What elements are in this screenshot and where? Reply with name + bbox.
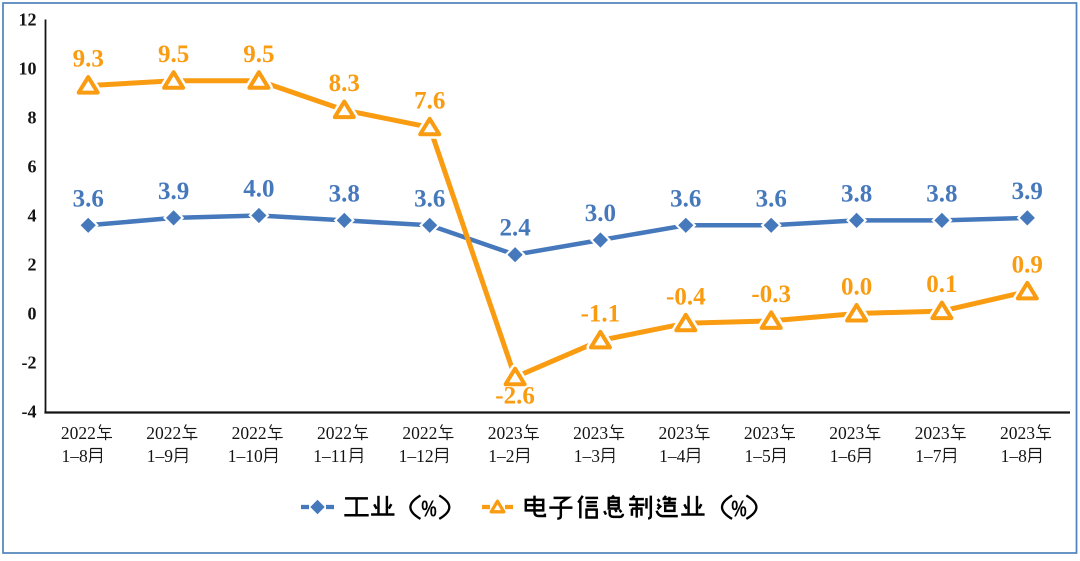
- svg-text:1–4: 1–4: [659, 446, 686, 466]
- svg-text:3.6: 3.6: [756, 185, 787, 212]
- svg-text:2023: 2023: [488, 423, 523, 443]
- svg-text:3.8: 3.8: [841, 180, 872, 207]
- svg-text:3.6: 3.6: [414, 185, 445, 212]
- svg-text:1–3: 1–3: [574, 446, 601, 466]
- svg-text:1–8: 1–8: [1001, 446, 1028, 466]
- svg-text:1–7: 1–7: [915, 446, 942, 466]
- svg-text:1–5: 1–5: [745, 446, 772, 466]
- svg-text:3.8: 3.8: [926, 180, 957, 207]
- svg-text:3.0: 3.0: [585, 200, 616, 227]
- svg-text:2023: 2023: [744, 423, 779, 443]
- svg-text:9.3: 9.3: [73, 46, 104, 73]
- svg-text:2: 2: [28, 255, 37, 275]
- svg-text:2022: 2022: [232, 423, 267, 443]
- svg-text:2022: 2022: [61, 423, 96, 443]
- svg-text:2023: 2023: [829, 423, 864, 443]
- svg-text:0.9: 0.9: [1012, 251, 1043, 278]
- svg-text:7.6: 7.6: [414, 87, 445, 114]
- svg-text:10: 10: [19, 59, 37, 79]
- svg-text:1–12: 1–12: [399, 446, 434, 466]
- svg-text:-2: -2: [22, 353, 37, 373]
- svg-text:1–11: 1–11: [313, 446, 347, 466]
- svg-text:2022: 2022: [402, 423, 437, 443]
- svg-text:6: 6: [28, 157, 37, 177]
- svg-text:8: 8: [28, 108, 37, 128]
- svg-text:4.0: 4.0: [243, 176, 274, 203]
- svg-text:2023: 2023: [915, 423, 950, 443]
- svg-text:3.9: 3.9: [1012, 178, 1043, 205]
- svg-text:9.5: 9.5: [158, 41, 189, 68]
- svg-text:-1.1: -1.1: [581, 300, 621, 327]
- svg-text:2023: 2023: [573, 423, 608, 443]
- svg-text:2023: 2023: [1000, 423, 1035, 443]
- svg-text:-0.4: -0.4: [666, 283, 706, 310]
- svg-text:9.5: 9.5: [243, 41, 274, 68]
- svg-text:%: %: [421, 496, 437, 522]
- svg-text:1–9: 1–9: [147, 446, 174, 466]
- svg-text:3.8: 3.8: [329, 180, 360, 207]
- svg-text:4: 4: [28, 206, 37, 226]
- svg-text:3.6: 3.6: [670, 185, 701, 212]
- svg-text:2023: 2023: [659, 423, 694, 443]
- svg-text:2022: 2022: [317, 423, 352, 443]
- svg-text:%: %: [731, 496, 747, 522]
- svg-text:-2.6: -2.6: [495, 383, 535, 410]
- svg-text:2022: 2022: [146, 423, 181, 443]
- svg-text:12: 12: [19, 10, 37, 30]
- svg-text:0.0: 0.0: [841, 274, 872, 301]
- svg-text:1–6: 1–6: [830, 446, 857, 466]
- svg-text:3.9: 3.9: [158, 178, 189, 205]
- svg-text:8.3: 8.3: [329, 70, 360, 97]
- svg-text:-4: -4: [22, 402, 37, 422]
- svg-text:0: 0: [28, 304, 37, 324]
- svg-text:1–2: 1–2: [488, 446, 514, 466]
- svg-text:3.6: 3.6: [73, 185, 104, 212]
- svg-text:2.4: 2.4: [499, 215, 531, 242]
- svg-text:1–10: 1–10: [228, 446, 263, 466]
- svg-text:-0.3: -0.3: [751, 281, 791, 308]
- svg-text:0.1: 0.1: [926, 271, 957, 298]
- svg-text:1–8: 1–8: [62, 446, 89, 466]
